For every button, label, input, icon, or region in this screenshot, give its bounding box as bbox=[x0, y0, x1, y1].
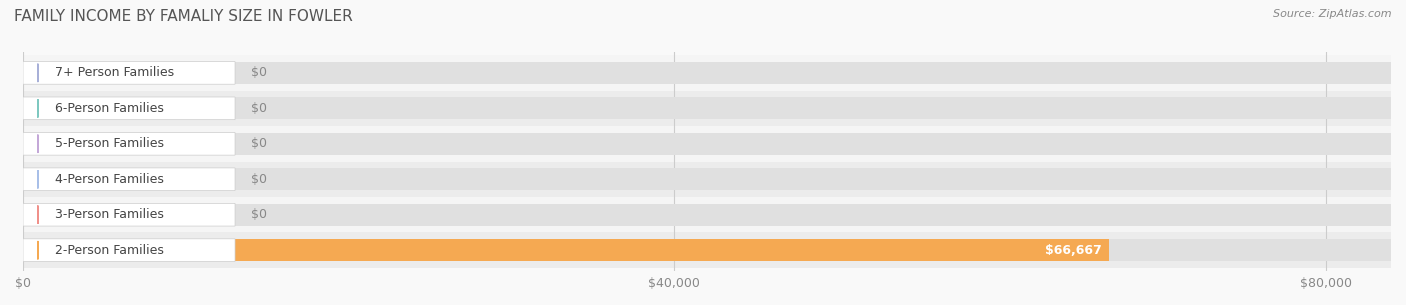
FancyBboxPatch shape bbox=[22, 132, 235, 155]
Bar bbox=[22, 204, 1391, 226]
Bar bbox=[22, 168, 1391, 190]
FancyBboxPatch shape bbox=[22, 203, 235, 226]
Text: 3-Person Families: 3-Person Families bbox=[55, 208, 163, 221]
FancyBboxPatch shape bbox=[22, 62, 235, 84]
Bar bbox=[22, 133, 1391, 155]
FancyBboxPatch shape bbox=[22, 239, 235, 261]
Text: $66,667: $66,667 bbox=[1045, 244, 1102, 257]
Text: $0: $0 bbox=[252, 173, 267, 186]
Bar bbox=[22, 197, 1391, 232]
Text: $0: $0 bbox=[252, 137, 267, 150]
Bar bbox=[22, 55, 1391, 91]
Text: $0: $0 bbox=[252, 66, 267, 79]
Text: 4-Person Families: 4-Person Families bbox=[55, 173, 163, 186]
Text: $0: $0 bbox=[252, 208, 267, 221]
FancyBboxPatch shape bbox=[22, 168, 235, 191]
Bar bbox=[22, 97, 1391, 119]
Bar bbox=[22, 232, 1391, 268]
Text: 2-Person Families: 2-Person Families bbox=[55, 244, 163, 257]
Bar bbox=[22, 239, 1391, 261]
FancyBboxPatch shape bbox=[22, 97, 235, 120]
Text: 7+ Person Families: 7+ Person Families bbox=[55, 66, 174, 79]
Text: 5-Person Families: 5-Person Families bbox=[55, 137, 165, 150]
Text: 6-Person Families: 6-Person Families bbox=[55, 102, 163, 115]
Text: $0: $0 bbox=[252, 102, 267, 115]
Bar bbox=[22, 162, 1391, 197]
Bar bbox=[22, 62, 1391, 84]
Text: FAMILY INCOME BY FAMALIY SIZE IN FOWLER: FAMILY INCOME BY FAMALIY SIZE IN FOWLER bbox=[14, 9, 353, 24]
Bar bbox=[22, 91, 1391, 126]
Bar bbox=[22, 239, 1109, 261]
Text: Source: ZipAtlas.com: Source: ZipAtlas.com bbox=[1274, 9, 1392, 19]
Bar bbox=[22, 126, 1391, 162]
